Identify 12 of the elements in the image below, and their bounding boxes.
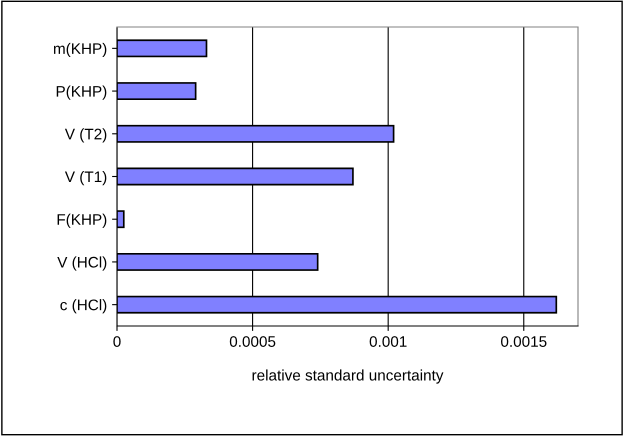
x-tick-label: 0.0015 [501, 336, 546, 347]
x-axis-title: relative standard uncertainty [252, 369, 444, 384]
y-tick-label: V (T2) [64, 128, 106, 142]
y-tick-label: m(KHP) [54, 42, 106, 58]
y-tick-label: F(KHP) [58, 214, 106, 228]
x-tick-label: 0.0005 [230, 336, 276, 347]
y-tick-label: V (HCl) [57, 256, 106, 271]
y-tick-label: V (T1) [64, 170, 106, 186]
x-tick-label: 0 [113, 336, 121, 347]
y-tick-label: c (HCl) [60, 299, 106, 314]
x-tick-label: 0.001 [370, 336, 407, 347]
y-tick-label: P(KHP) [56, 86, 106, 100]
